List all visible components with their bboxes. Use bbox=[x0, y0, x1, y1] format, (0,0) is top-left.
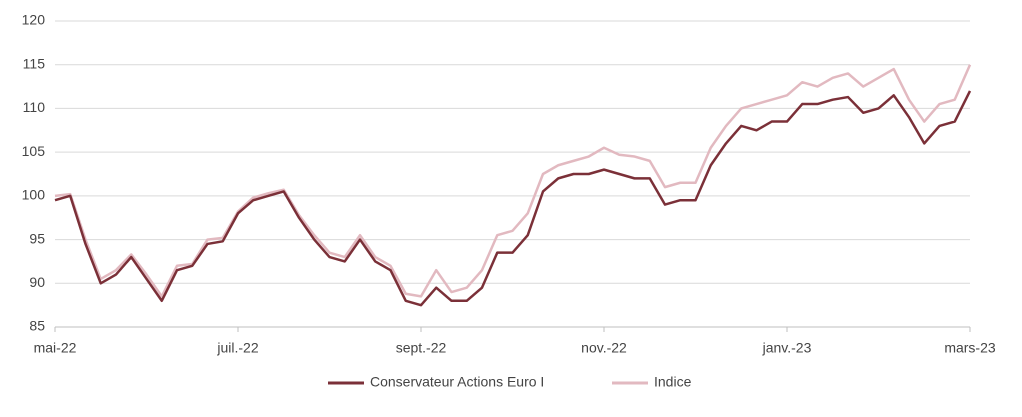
legend-label: Indice bbox=[654, 374, 692, 390]
y-tick-label: 85 bbox=[29, 318, 45, 334]
y-tick-label: 90 bbox=[29, 274, 45, 290]
x-tick-label: nov.-22 bbox=[581, 340, 627, 356]
y-tick-label: 100 bbox=[22, 187, 46, 203]
x-tick-label: mars-23 bbox=[944, 340, 996, 356]
legend-label: Conservateur Actions Euro I bbox=[370, 374, 544, 390]
y-tick-label: 110 bbox=[23, 99, 46, 115]
series-line bbox=[54, 90, 972, 307]
y-tick-label: 115 bbox=[23, 55, 46, 71]
x-tick-label: juil.-22 bbox=[216, 340, 258, 356]
y-tick-label: 95 bbox=[29, 230, 45, 246]
x-tick-label: janv.-23 bbox=[762, 340, 812, 356]
series-line bbox=[54, 64, 972, 298]
x-tick-label: sept.-22 bbox=[396, 340, 447, 356]
x-tick-label: mai-22 bbox=[34, 340, 77, 356]
y-tick-label: 120 bbox=[22, 12, 46, 28]
y-tick-label: 105 bbox=[22, 143, 46, 159]
